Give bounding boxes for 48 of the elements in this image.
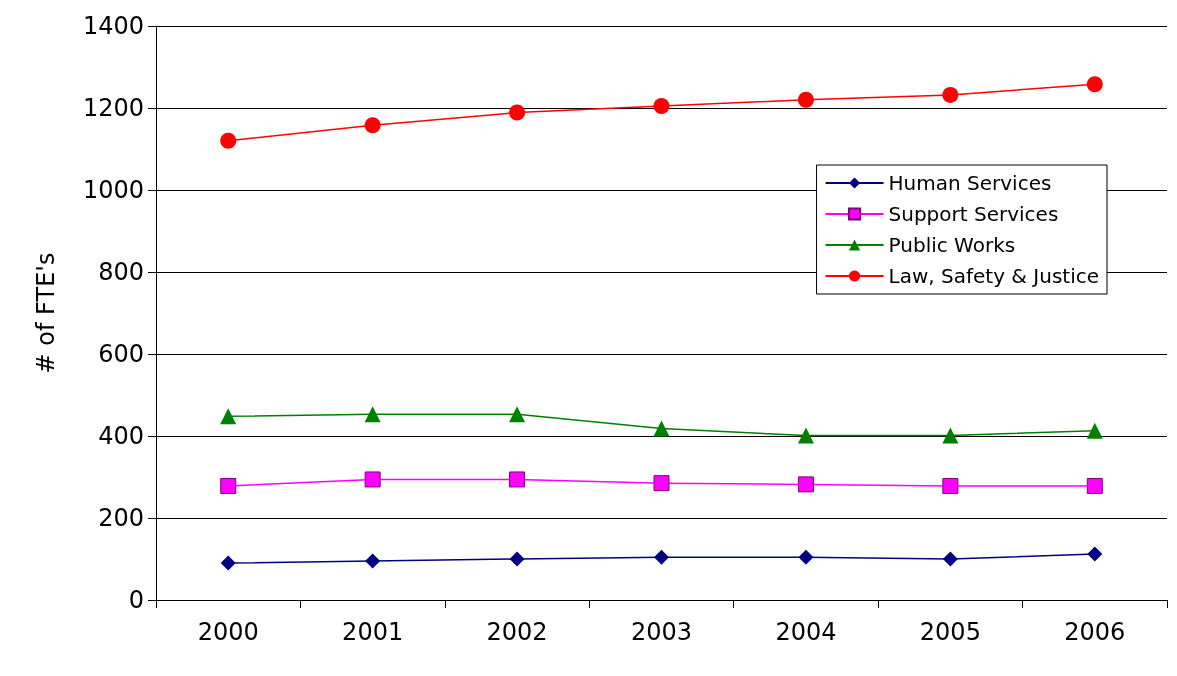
y-tick-label: 1200 [82, 94, 144, 122]
point [654, 549, 669, 565]
y-tick-label: 400 [98, 422, 144, 450]
point [220, 408, 237, 425]
y-tick-label: 0 [128, 586, 144, 614]
x-tick-label: 2002 [486, 618, 548, 646]
point [509, 406, 526, 423]
point [942, 551, 958, 567]
x-tick-label: 2006 [1064, 618, 1126, 646]
y-tick-label: 800 [98, 258, 144, 286]
y-tick-label: 1000 [82, 176, 144, 204]
point [1086, 76, 1103, 93]
y-axis-title: # of FTE's [32, 252, 60, 374]
y-tick-label: 200 [98, 504, 144, 532]
legend-label: Public Works [888, 233, 1016, 257]
point [220, 478, 237, 495]
point [653, 475, 670, 492]
point [1086, 422, 1103, 439]
legend-label: Support Services [888, 202, 1059, 226]
point [1086, 478, 1103, 495]
point [220, 132, 237, 149]
y-tick-label: 1400 [82, 12, 144, 40]
point [942, 86, 959, 103]
point [653, 97, 670, 114]
x-tick-label: 2001 [342, 618, 404, 646]
x-tick-label: 2003 [630, 618, 693, 646]
y-tick-label: 600 [98, 340, 144, 368]
point [364, 117, 381, 134]
point [653, 420, 670, 437]
x-tick-label: 2000 [197, 618, 259, 646]
x-tick-label: 2005 [919, 618, 981, 646]
point [797, 427, 814, 444]
point [364, 471, 381, 488]
point [364, 406, 381, 423]
point [797, 476, 814, 493]
point [509, 104, 526, 121]
legend-label: Human Services [888, 171, 1052, 195]
point [509, 551, 525, 567]
point [509, 471, 526, 488]
x-tick-label: 2004 [775, 618, 837, 646]
point [942, 478, 959, 495]
point [942, 427, 959, 444]
point [365, 553, 381, 569]
legend-label: Law, Safety & Justice [888, 264, 1099, 288]
point [1087, 546, 1103, 562]
point [220, 555, 236, 571]
point [797, 91, 814, 108]
point [798, 549, 814, 565]
